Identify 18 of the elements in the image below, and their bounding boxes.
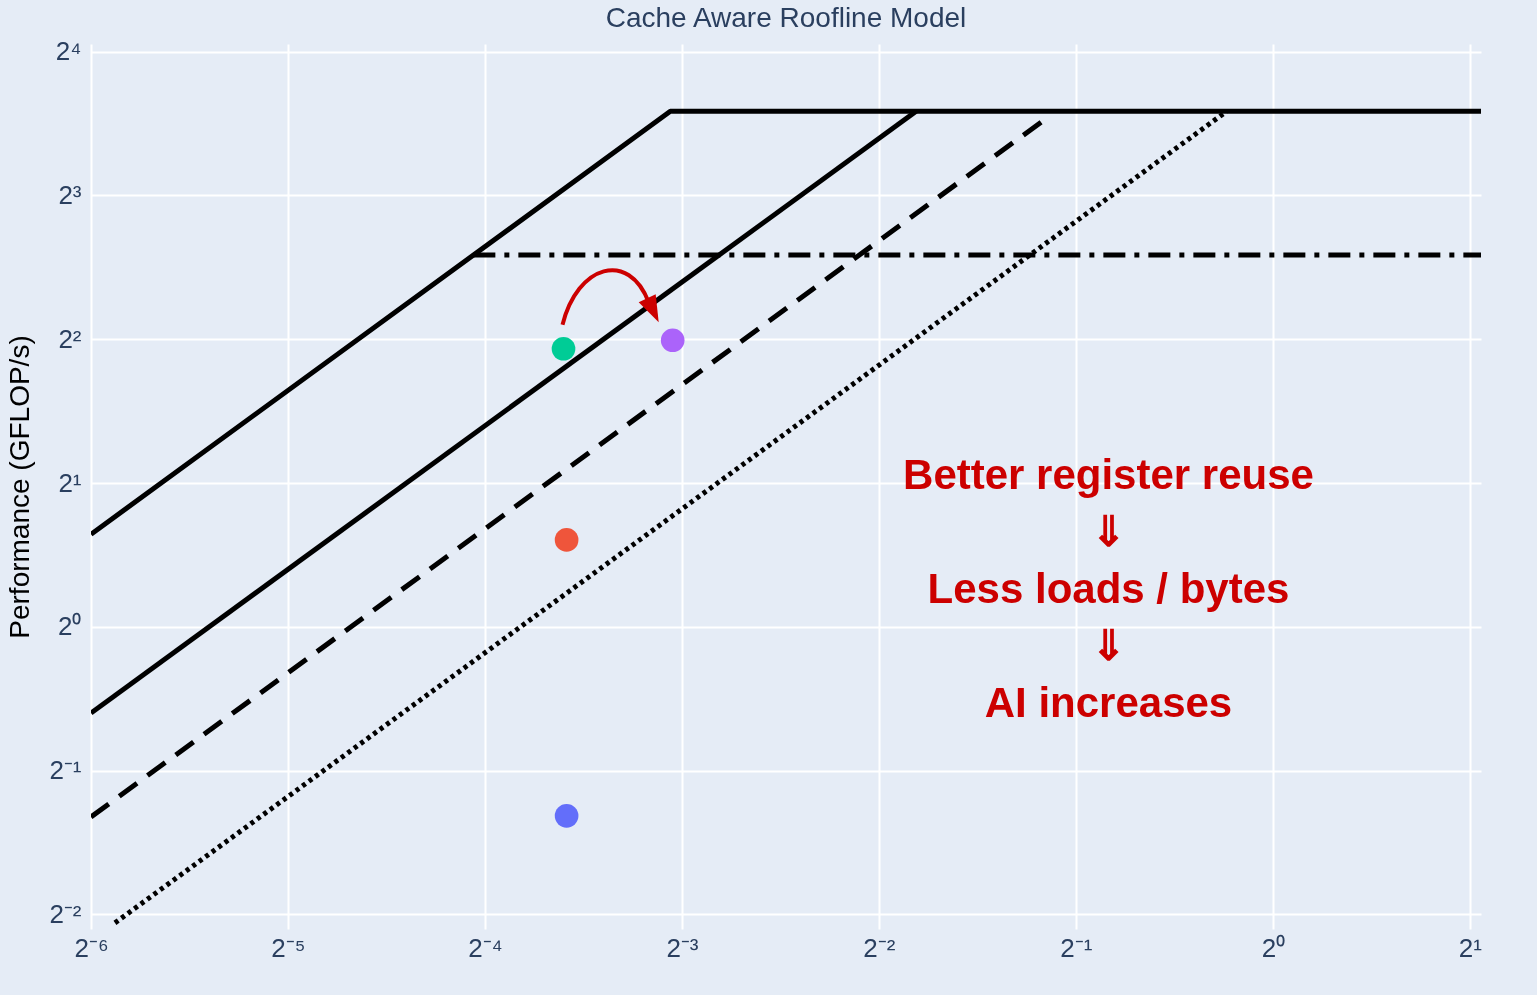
y-tick-label: 2⁴ xyxy=(55,36,82,67)
annotation: Better register reuse ⇓ Less loads / bytes ⇓ AI increases xyxy=(903,450,1314,726)
y-tick-label: 2⁰ xyxy=(58,611,82,642)
x-tick-label: 2⁻¹ xyxy=(1060,932,1093,963)
x-tick-label: 2¹ xyxy=(1458,932,1483,963)
x-tick-label: 2⁻⁶ xyxy=(74,932,109,963)
x-tick-label: 2⁻⁴ xyxy=(468,932,503,963)
y-tick-label: 2¹ xyxy=(58,467,82,498)
y-axis-title: Performance (GFLOP/s) xyxy=(4,335,36,639)
y-tick-label: 2² xyxy=(58,323,82,354)
y-tick-label: 2³ xyxy=(58,179,82,210)
x-tick-label: 2⁻³ xyxy=(666,932,699,963)
x-tick-label: 2⁻² xyxy=(863,932,896,963)
x-tick-label: 2⁻⁵ xyxy=(271,932,306,963)
y-tick-label: 2⁻¹ xyxy=(49,755,82,786)
x-tick-label: 2⁰ xyxy=(1261,932,1286,963)
y-tick-label: 2⁻² xyxy=(49,898,82,929)
chart-title: Cache Aware Roofline Model xyxy=(605,1,967,33)
